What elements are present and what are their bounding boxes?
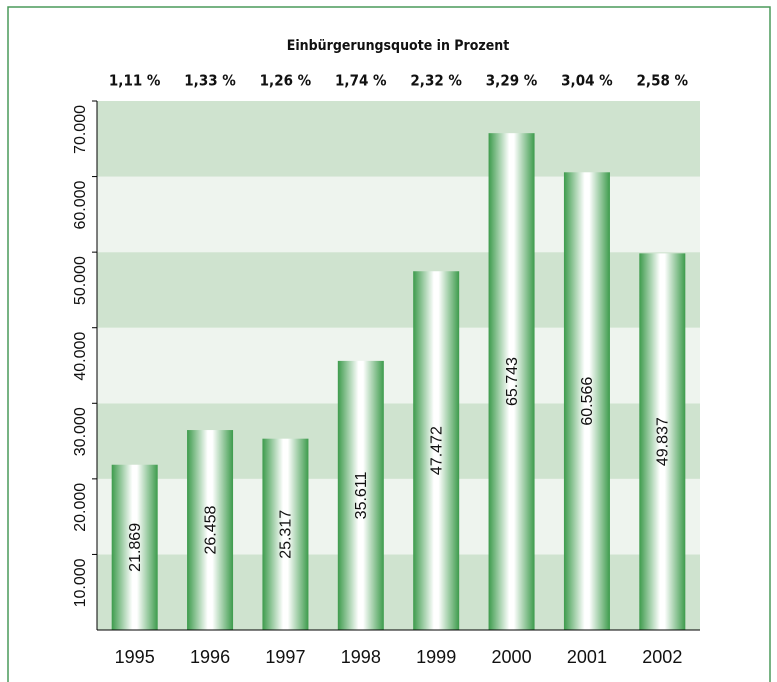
x-tick-label: 1998 (341, 647, 381, 667)
bar-value-label: 60.566 (579, 377, 596, 426)
y-tick-label: 30.000 (72, 407, 89, 456)
x-tick-label: 2000 (492, 647, 532, 667)
y-tick-label: 10.000 (72, 558, 89, 607)
grid-band (97, 101, 700, 177)
rate-label: 3,29 % (486, 72, 538, 90)
bar-value-label: 49.837 (655, 417, 672, 466)
rate-label: 1,26 % (260, 72, 312, 90)
bar-value-label: 25.317 (278, 510, 295, 559)
bar (413, 271, 460, 630)
bar-value-label: 21.869 (127, 523, 144, 572)
bar-value-label: 47.472 (428, 426, 445, 475)
bar (563, 172, 610, 631)
bar (187, 430, 234, 630)
x-tick-label: 1997 (265, 647, 305, 667)
bar-value-label: 35.611 (353, 471, 370, 519)
bar (337, 360, 384, 630)
rate-label: 1,11 % (109, 72, 161, 90)
y-tick-label: 50.000 (72, 256, 89, 305)
rate-label: 2,32 % (410, 72, 462, 90)
y-tick-label: 20.000 (72, 483, 89, 532)
rates-title: Einbürgerungsquote in Prozent (287, 38, 510, 54)
rate-label: 1,33 % (184, 72, 236, 90)
rate-label: 3,04 % (561, 72, 613, 90)
x-tick-label: 2001 (567, 647, 607, 667)
frame (7, 6, 771, 682)
x-tick-label: 1995 (115, 647, 155, 667)
rate-label: 1,74 % (335, 72, 387, 90)
x-tick-label: 1996 (190, 647, 230, 667)
x-tick-label: 2002 (642, 647, 682, 667)
bar (262, 438, 309, 630)
bar (111, 464, 158, 630)
y-tick-label: 40.000 (72, 332, 89, 381)
rate-label: 2,58 % (637, 72, 689, 90)
y-tick-label: 70.000 (72, 105, 89, 154)
x-tick-label: 1999 (416, 647, 456, 667)
bar (488, 133, 535, 630)
bar-value-label: 65.743 (504, 357, 521, 406)
bar-value-label: 26.458 (202, 505, 219, 554)
y-tick-label: 60.000 (72, 180, 89, 229)
bar (639, 253, 686, 630)
